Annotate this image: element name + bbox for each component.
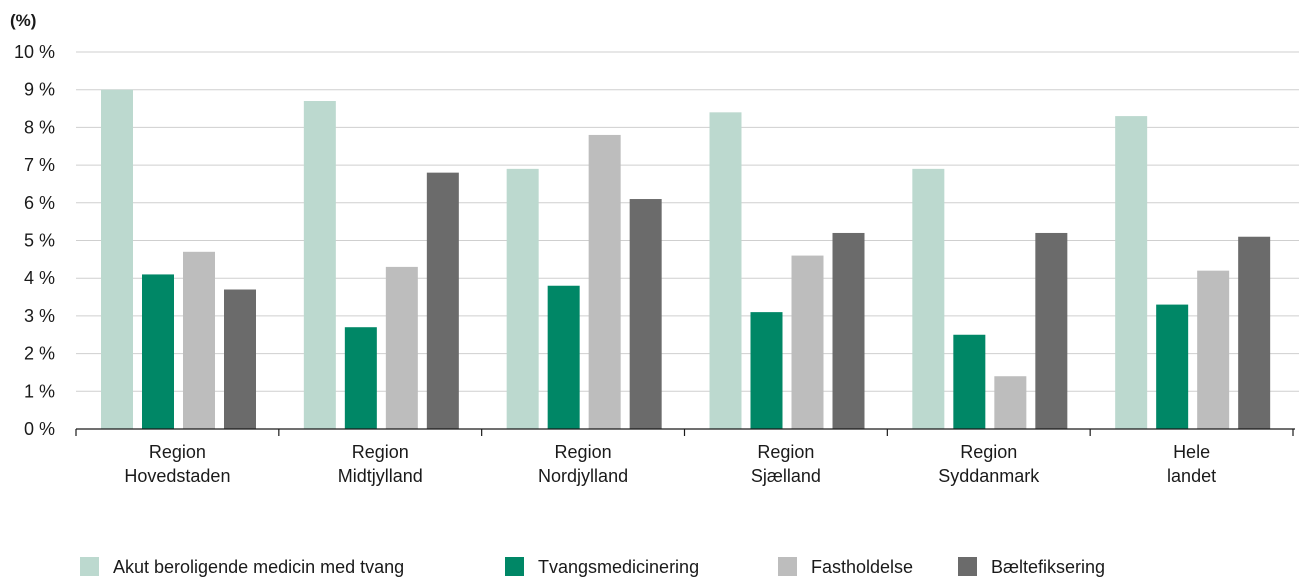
bar xyxy=(1197,270,1230,429)
bar xyxy=(1115,116,1148,429)
y-tick-label: 3 % xyxy=(24,306,55,326)
bar xyxy=(303,101,336,429)
bar xyxy=(791,255,824,429)
legend: Akut beroligende medicin med tvang Tvangs… xyxy=(80,557,1105,577)
bar xyxy=(709,112,742,429)
bar xyxy=(1035,232,1068,429)
legend-label: Fastholdelse xyxy=(811,557,913,577)
y-tick-label: 5 % xyxy=(24,231,55,251)
y-tick-label: 4 % xyxy=(24,268,55,288)
bar xyxy=(385,266,418,429)
x-category-label: Region Nordjylland xyxy=(538,442,628,486)
bar xyxy=(588,134,621,429)
legend-swatch xyxy=(958,557,977,576)
bar xyxy=(750,312,783,429)
bar xyxy=(832,232,865,429)
gridlines xyxy=(76,51,1299,392)
bar xyxy=(953,334,986,429)
y-tick-label: 1 % xyxy=(24,381,55,401)
bar xyxy=(224,289,256,429)
x-category-label: Region Syddanmark xyxy=(938,442,1040,486)
legend-label: Akut beroligende medicin med tvang xyxy=(113,557,404,577)
bar xyxy=(344,327,377,429)
x-category-label: Hele landet xyxy=(1167,442,1216,486)
bar xyxy=(426,172,459,429)
y-tick-label: 8 % xyxy=(24,117,55,137)
y-tick-label: 6 % xyxy=(24,193,55,213)
bar xyxy=(1238,236,1271,429)
bar xyxy=(183,251,215,429)
y-tick-label: 9 % xyxy=(24,80,55,100)
bar xyxy=(994,376,1027,429)
legend-swatch xyxy=(80,557,99,576)
x-axis: Region Hovedstaden Region Midtjylland Region… xyxy=(75,428,1295,486)
bar xyxy=(101,89,133,429)
bars xyxy=(101,89,1271,429)
y-tick-label: 7 % xyxy=(24,155,55,175)
legend-swatch xyxy=(778,557,797,576)
legend-label: Tvangsmedicinering xyxy=(538,557,699,577)
bar xyxy=(547,285,580,429)
y-tick-label: 2 % xyxy=(24,344,55,364)
y-tick-label: 0 % xyxy=(24,419,55,439)
bar xyxy=(629,199,662,429)
x-category-label: Region Hovedstaden xyxy=(124,442,230,486)
bar xyxy=(506,168,539,429)
y-tick-label: 10 % xyxy=(14,42,55,62)
x-category-label: Region Sjælland xyxy=(751,442,821,486)
bar xyxy=(1156,304,1189,429)
bar xyxy=(142,274,174,429)
legend-swatch xyxy=(505,557,524,576)
y-unit-label: (%) xyxy=(10,11,36,30)
y-tick-labels: 0 % 1 % 2 % 3 % 4 % 5 % 6 % 7 % 8 % 9 % 10 % xyxy=(14,42,55,439)
bar xyxy=(912,168,945,429)
legend-label: Bæltefiksering xyxy=(991,557,1105,577)
x-category-label: Region Midtjylland xyxy=(338,442,423,486)
